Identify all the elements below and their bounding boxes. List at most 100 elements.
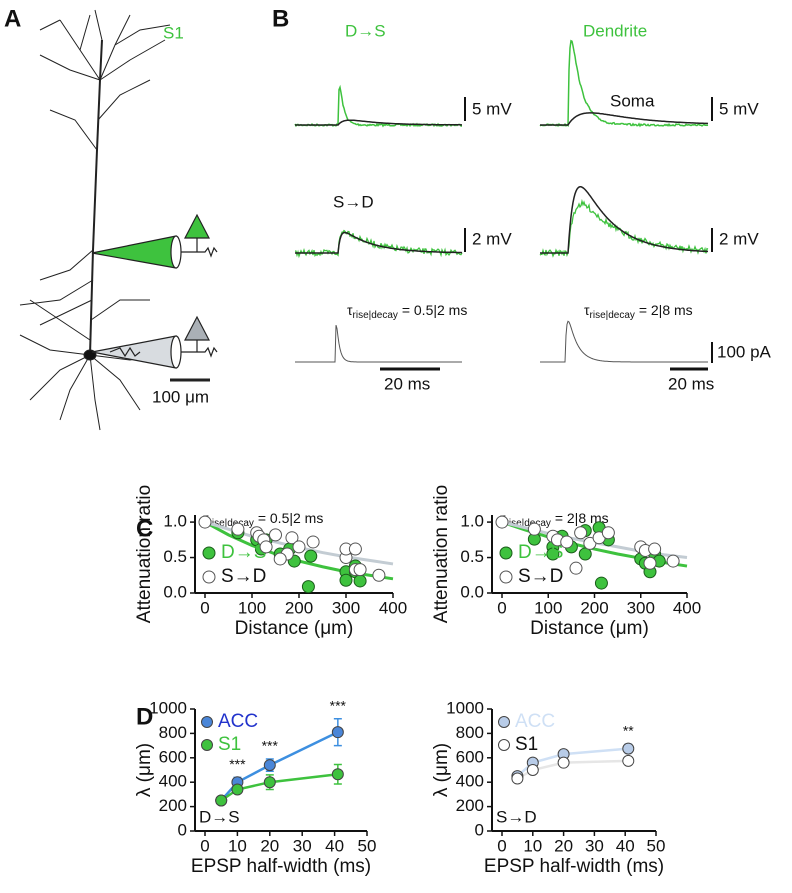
y-axis-label: λ (μm) <box>134 743 155 797</box>
point <box>601 526 615 540</box>
scale-label: 2 mV <box>472 229 512 248</box>
x-tick-label: 100 <box>238 598 266 617</box>
y-tick-label: 1000 <box>149 698 187 717</box>
x-tick-label: 300 <box>627 598 655 617</box>
point <box>231 783 244 796</box>
x-axis-label: Distance (μm) <box>530 618 649 639</box>
tau-sub: rise|decay <box>590 310 635 321</box>
kinetics-label: τrise|decay = 0.5|2 ms <box>347 302 467 321</box>
trace <box>295 231 463 254</box>
point <box>301 580 315 594</box>
point <box>304 549 318 563</box>
legend-marker <box>498 716 510 728</box>
point <box>622 754 635 767</box>
y-tick-label: 0.5 <box>163 547 187 566</box>
legend-label: S→D <box>221 566 266 587</box>
legend-marker <box>499 570 513 584</box>
legend-marker <box>499 546 513 560</box>
x-tick-label: 50 <box>647 836 666 855</box>
x-axis-label: EPSP half-width (ms) <box>191 856 371 877</box>
trace <box>539 39 709 128</box>
panel-label: D <box>136 703 153 730</box>
point <box>259 540 273 554</box>
x-tick-label: 20 <box>554 836 573 855</box>
x-tick-label: 40 <box>616 836 635 855</box>
point <box>560 535 574 549</box>
point <box>569 561 583 575</box>
y-tick-label: 200 <box>159 796 187 815</box>
traces <box>294 39 709 363</box>
trace <box>295 324 462 363</box>
point <box>263 776 276 789</box>
legend-label: S1 <box>218 734 241 755</box>
point <box>527 522 541 536</box>
tau-sub: rise|decay <box>506 518 551 529</box>
y-tick-label: 0.0 <box>163 582 187 601</box>
x-axis-label: Distance (μm) <box>235 618 354 639</box>
significance: *** <box>330 697 347 713</box>
scale-label: 2 mV <box>719 229 759 248</box>
x-tick-label: 300 <box>332 598 360 617</box>
legend-label: D→S <box>518 542 563 563</box>
y-axis-label: Attenuation ratio <box>431 485 452 623</box>
panel-label: A <box>4 5 21 32</box>
x-tick-label: 200 <box>580 598 608 617</box>
region-label: S1 <box>163 23 184 42</box>
point <box>339 573 353 587</box>
y-tick-label: 200 <box>456 796 484 815</box>
point <box>578 547 592 561</box>
x-tick-label: 0 <box>497 836 506 855</box>
trace-label: S→D <box>333 192 374 211</box>
y-tick-label: 0.0 <box>460 582 484 601</box>
tau: τ <box>347 302 353 318</box>
scale-label: 20 ms <box>384 374 430 393</box>
scale-label: 100 pA <box>717 342 772 361</box>
y-axis-label: λ (μm) <box>431 743 452 797</box>
panel-label: C <box>136 515 153 542</box>
point <box>353 563 367 577</box>
y-tick-label: 800 <box>159 723 187 742</box>
point <box>666 554 680 568</box>
point <box>353 574 367 588</box>
legend-marker <box>498 739 510 751</box>
tau-sub: rise|decay <box>353 310 398 321</box>
tau-value: = 0.5|2 ms <box>254 510 323 526</box>
point <box>198 515 212 529</box>
point <box>306 535 320 549</box>
y-tick-label: 1.0 <box>163 512 187 531</box>
x-tick-label: 0 <box>200 598 209 617</box>
series-line <box>516 747 629 778</box>
x-tick-label: 30 <box>585 836 604 855</box>
y-tick-label: 600 <box>159 747 187 766</box>
series-line <box>220 773 338 802</box>
tau-value: = 0.5|2 ms <box>398 302 467 318</box>
significance: *** <box>262 738 279 754</box>
point <box>292 540 306 554</box>
x-tick-label: 10 <box>228 836 247 855</box>
scale-label: 5 mV <box>719 99 759 118</box>
corner-label: S→D <box>496 807 537 826</box>
y-tick-label: 1.0 <box>460 512 484 531</box>
significance: ** <box>623 722 634 738</box>
scale-label: 100 μm <box>152 387 209 406</box>
tau: τ <box>584 302 590 318</box>
point <box>511 772 524 785</box>
legend-marker <box>202 546 216 560</box>
scale-label: 5 mV <box>472 99 512 118</box>
trace <box>295 119 462 126</box>
x-tick-label: 400 <box>673 598 701 617</box>
y-tick-label: 0 <box>475 820 484 839</box>
tau-value: = 2|8 ms <box>635 302 693 318</box>
trace <box>539 198 709 258</box>
legend-label: D→S <box>221 542 266 563</box>
point <box>583 536 597 550</box>
x-tick-label: 0 <box>497 598 506 617</box>
point <box>331 768 344 781</box>
legend-label: ACC <box>218 711 258 732</box>
corner-label: D→S <box>199 807 240 826</box>
point <box>263 759 276 772</box>
x-tick-label: 40 <box>325 836 344 855</box>
trace <box>540 186 709 254</box>
